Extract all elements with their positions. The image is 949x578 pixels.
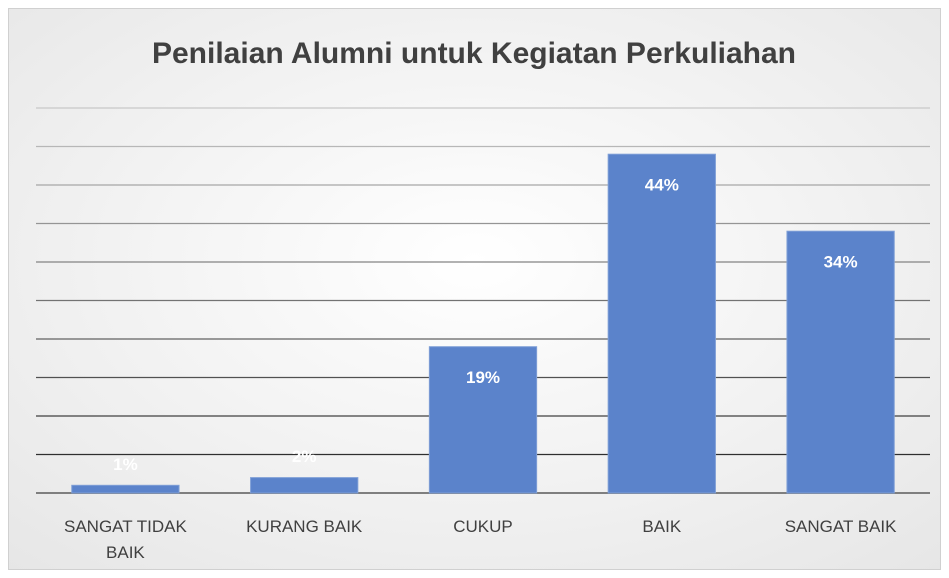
bar	[428, 346, 538, 494]
data-label: 1%	[113, 455, 138, 474]
data-label: 44%	[645, 176, 679, 195]
data-label: 19%	[466, 368, 500, 387]
bar	[250, 477, 359, 494]
x-tick-label: SANGAT BAIK	[784, 517, 897, 536]
bar	[607, 153, 716, 494]
data-label: 34%	[824, 253, 858, 272]
data-label: 2%	[292, 447, 317, 466]
x-tick-label: CUKUP	[453, 517, 513, 536]
bar	[786, 230, 895, 494]
chart-title: Penilaian Alumni untuk Kegiatan Perkulia…	[152, 37, 796, 70]
x-tick-label: KURANG BAIK	[246, 517, 363, 536]
x-tick-label: BAIK	[642, 517, 682, 536]
bar	[71, 484, 180, 494]
x-tick-label: SANGAT TIDAK BAIK	[63, 517, 187, 562]
